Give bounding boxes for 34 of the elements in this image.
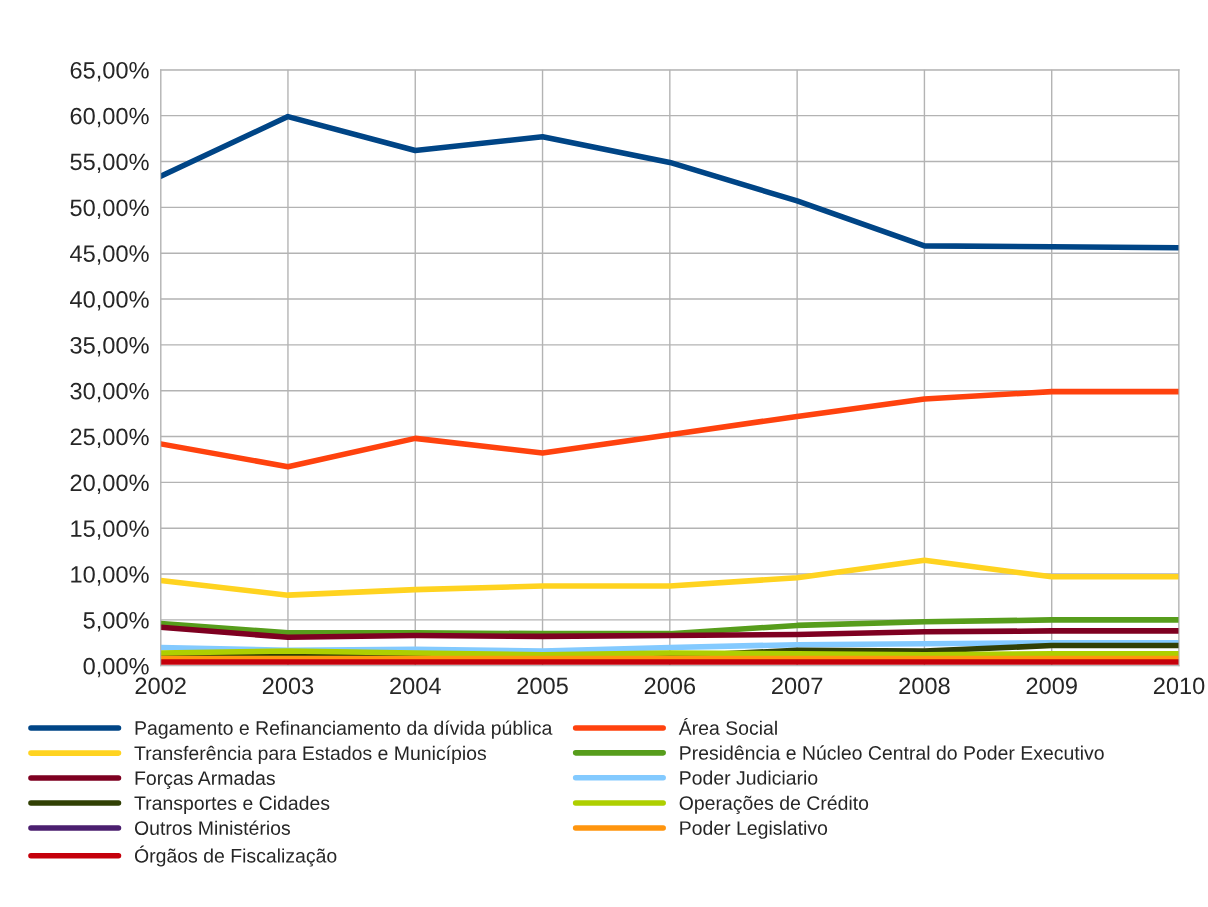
- legend-label: Operações de Crédito: [679, 795, 869, 814]
- y-tick-label: 20,00%: [70, 474, 149, 494]
- y-tick-label: 55,00%: [70, 153, 149, 174]
- legend-label: Presidência e Núcleo Central do Poder Executivo: [680, 745, 1104, 760]
- legend-label: Transferência para Estados e Municípios: [134, 745, 487, 764]
- y-tick-label: 45,00%: [70, 245, 149, 265]
- y-tick-label: 40,00%: [70, 291, 149, 311]
- legend-label: Poder Legislativo: [680, 820, 828, 839]
- legend-label: Área Social: [678, 717, 777, 735]
- legend-label: Pagamento e Refinanciamento da dívida pública: [135, 720, 553, 739]
- x-tick-label: 2009: [1026, 677, 1077, 695]
- y-tick-label: 65,00%: [70, 61, 149, 82]
- y-tick-label: 50,00%: [70, 199, 149, 219]
- y-tick-label: 25,00%: [70, 428, 149, 449]
- y-tick-label: 30,00%: [70, 382, 149, 403]
- x-tick-label: 2003: [262, 677, 314, 695]
- x-tick-label: 2010: [1153, 677, 1205, 695]
- x-tick-label: 2004: [390, 677, 441, 695]
- y-tick-label: 5,00%: [83, 611, 149, 632]
- x-tick-label: 2006: [644, 677, 696, 695]
- legend-label: Transportes e Cidades: [134, 795, 330, 814]
- y-tick-label: 10,00%: [71, 566, 149, 586]
- y-tick-label: 35,00%: [70, 336, 149, 357]
- legend-label: Forças Armadas: [135, 770, 275, 789]
- y-tick-label: 60,00%: [70, 107, 149, 128]
- legend-label: Órgãos de Fiscalização: [134, 845, 337, 867]
- x-tick-label: 2002: [135, 677, 186, 695]
- x-tick-label: 2008: [899, 677, 950, 695]
- y-tick-label: 15,00%: [71, 520, 149, 540]
- legend-label: Poder Judiciario: [680, 770, 818, 785]
- x-tick-label: 2005: [517, 677, 568, 695]
- legend-label: Outros Ministérios: [134, 820, 290, 835]
- y-tick-label: 0,00%: [83, 657, 149, 678]
- x-tick-label: 2007: [772, 677, 823, 695]
